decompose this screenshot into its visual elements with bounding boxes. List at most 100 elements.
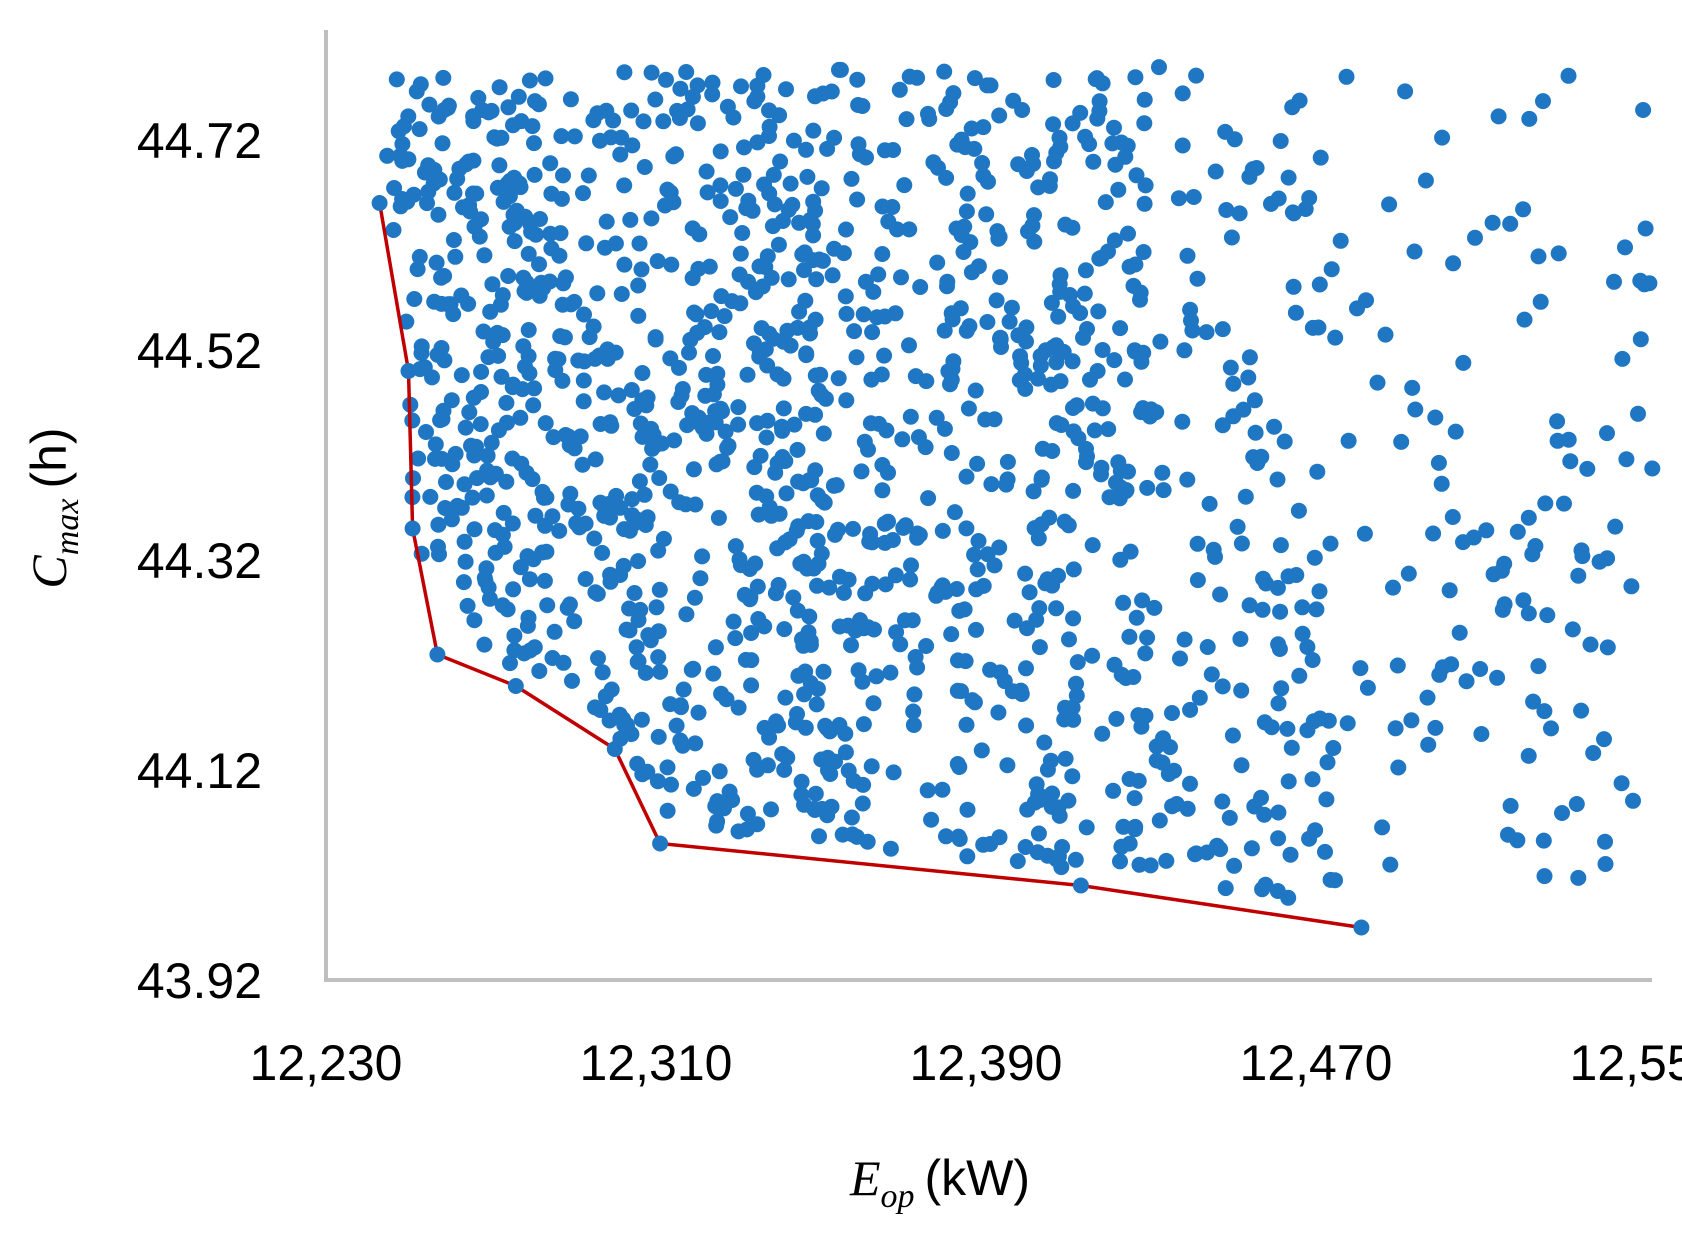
data-point	[885, 764, 902, 781]
data-point	[690, 704, 707, 721]
data-point	[1515, 592, 1532, 609]
data-point	[622, 211, 639, 228]
data-point	[1467, 229, 1483, 246]
data-point	[951, 831, 968, 847]
data-point	[793, 786, 810, 803]
data-point	[494, 287, 511, 304]
data-point	[1279, 720, 1296, 737]
data-point	[863, 371, 880, 388]
data-point	[1077, 262, 1094, 279]
data-point	[631, 235, 648, 252]
data-point	[494, 597, 511, 614]
data-point	[1427, 409, 1444, 426]
data-point	[1269, 883, 1286, 899]
data-point	[634, 365, 651, 381]
data-point	[929, 584, 946, 601]
data-point	[1094, 725, 1111, 742]
data-point	[1377, 326, 1394, 343]
data-point	[1030, 530, 1047, 547]
data-point	[386, 180, 403, 196]
y-axis-subscript: max	[49, 499, 86, 556]
data-point	[920, 105, 936, 122]
y-tick-label: 44.52	[137, 323, 262, 379]
data-point	[473, 384, 489, 400]
data-point	[649, 253, 666, 270]
data-point	[849, 191, 866, 208]
data-point	[537, 70, 554, 87]
data-point	[1537, 495, 1554, 512]
data-point	[485, 333, 502, 350]
data-point	[1434, 129, 1451, 146]
data-point	[1065, 610, 1082, 627]
data-point	[1455, 354, 1472, 371]
data-point	[1636, 276, 1653, 293]
data-point	[1122, 543, 1139, 560]
data-point	[1060, 792, 1077, 809]
data-point	[882, 664, 899, 681]
data-point	[1065, 423, 1082, 440]
data-point	[1525, 693, 1542, 710]
y-axis-unit: (h)	[21, 427, 77, 488]
data-point	[929, 254, 946, 271]
data-point	[490, 422, 507, 439]
x-tick-label: 12,310	[580, 1035, 733, 1091]
data-point	[1214, 793, 1231, 810]
data-point	[524, 471, 541, 488]
data-point	[671, 494, 688, 511]
data-point	[1108, 710, 1125, 727]
data-point	[963, 120, 980, 137]
data-point	[1136, 195, 1153, 212]
pareto-point	[606, 741, 623, 757]
data-point	[1390, 759, 1407, 776]
data-point	[1374, 819, 1391, 836]
data-point	[487, 522, 503, 539]
data-point	[629, 653, 646, 670]
data-point	[637, 664, 654, 681]
data-point	[1266, 418, 1283, 435]
data-point	[489, 179, 506, 196]
data-point	[698, 366, 715, 383]
data-point	[550, 351, 567, 368]
y-tick-label: 44.12	[137, 743, 262, 799]
data-point	[487, 465, 504, 482]
data-point	[426, 293, 443, 310]
data-point	[773, 418, 790, 435]
data-point	[1132, 291, 1148, 308]
data-point	[526, 135, 542, 152]
data-point	[1036, 734, 1053, 751]
data-point	[1322, 535, 1339, 552]
data-point	[891, 81, 908, 98]
data-point	[1284, 204, 1301, 221]
data-point	[807, 785, 824, 802]
data-point	[500, 268, 517, 284]
data-point	[1607, 518, 1624, 535]
data-point	[880, 213, 897, 230]
data-point	[1549, 413, 1566, 430]
data-point	[1018, 717, 1035, 734]
data-point	[461, 197, 478, 214]
data-point	[1053, 417, 1070, 433]
data-point	[531, 256, 547, 273]
data-point	[1110, 181, 1127, 198]
data-point	[1614, 350, 1631, 367]
data-point	[763, 801, 779, 818]
data-point	[854, 673, 871, 690]
data-point	[1535, 832, 1552, 849]
data-point	[645, 426, 662, 443]
data-point	[958, 468, 975, 485]
data-point	[1447, 423, 1464, 440]
data-point	[1084, 647, 1101, 664]
data-point	[909, 69, 926, 86]
data-point	[1425, 525, 1442, 542]
data-point	[1496, 596, 1513, 613]
data-point	[643, 210, 660, 227]
data-point	[1010, 327, 1027, 344]
data-point	[1201, 495, 1218, 512]
data-point	[1212, 586, 1229, 603]
data-point	[1430, 454, 1447, 471]
data-point	[430, 206, 447, 223]
data-point	[1288, 567, 1305, 583]
data-point	[705, 348, 721, 364]
data-point	[581, 329, 598, 346]
data-point	[464, 489, 481, 506]
